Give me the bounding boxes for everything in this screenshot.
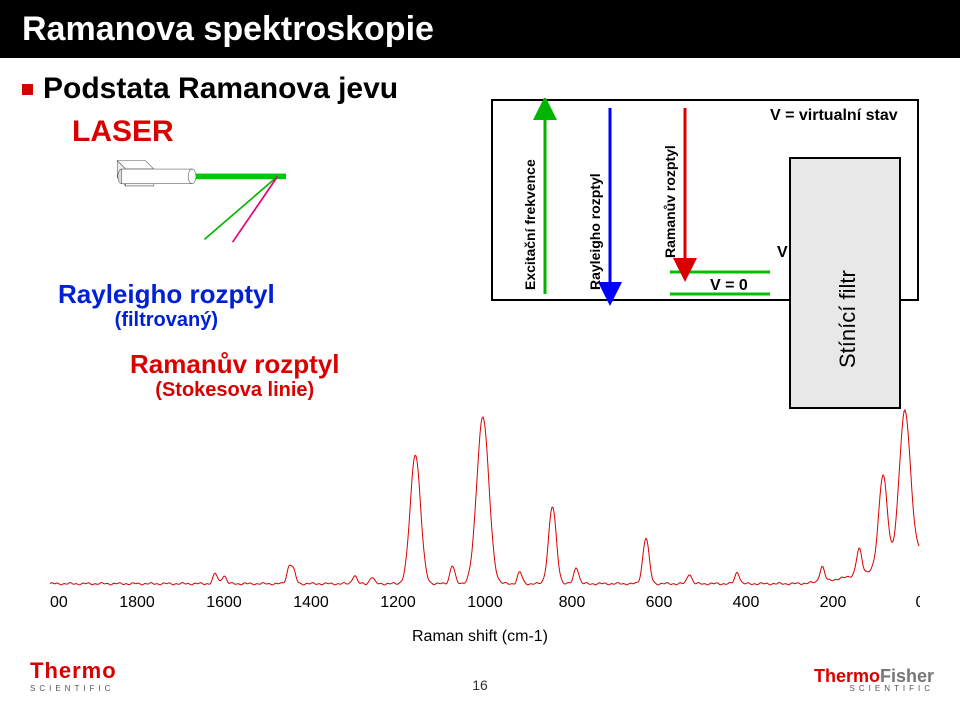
raman-scatter-main: Ramanův rozptyl bbox=[130, 349, 340, 379]
xtick-label: 1800 bbox=[119, 594, 155, 611]
xtick-label: 1600 bbox=[206, 594, 242, 611]
xtick-label: 400 bbox=[733, 594, 760, 611]
raman-spectrum-chart: 2000180016001400120010008006004002000 bbox=[50, 405, 920, 615]
raman-scatter-label: Ramanův rozptyl (Stokesova linie) bbox=[130, 350, 340, 401]
filter-label: Stínící filtr bbox=[835, 270, 860, 368]
virtual-state-label: V = virtualní stav bbox=[770, 107, 898, 124]
xtick-label: 0 bbox=[916, 594, 920, 611]
rayleigh-scatter-label: Rayleigho rozptyl (filtrovaný) bbox=[58, 280, 275, 331]
x-axis-label: Raman shift (cm-1) bbox=[0, 628, 960, 646]
rayleigh-scatter-sub: (filtrovaný) bbox=[58, 309, 275, 331]
bullet-line: Podstata Ramanova jevu bbox=[22, 72, 398, 106]
laser-assembly-diagram bbox=[46, 155, 346, 245]
slide-title: Ramanova spektroskopie bbox=[22, 10, 434, 49]
xtick-label: 1400 bbox=[293, 594, 329, 611]
bullet-square-icon bbox=[22, 84, 33, 95]
rayleigh-scatter-main: Rayleigho rozptyl bbox=[58, 279, 275, 309]
raman-scatter-sub: (Stokesova linie) bbox=[130, 379, 340, 401]
xtick-label: 200 bbox=[820, 594, 847, 611]
xtick-label: 600 bbox=[646, 594, 673, 611]
xtick-label: 2000 bbox=[50, 594, 68, 611]
raman-vertical-label: Ramanův rozptyl bbox=[662, 145, 678, 258]
energy-level-diagram: V = virtualní stav V = 1 V = 0 Excitační… bbox=[490, 98, 920, 418]
excitation-vertical-label: Excitační frekvence bbox=[522, 159, 538, 290]
v0-label: V = 0 bbox=[710, 277, 748, 294]
xtick-label: 1000 bbox=[467, 594, 503, 611]
laser-label: LASER bbox=[72, 115, 174, 149]
rayleigh-vertical-label: Rayleigho rozptyl bbox=[587, 173, 603, 290]
bullet-text: Podstata Ramanova jevu bbox=[43, 72, 398, 106]
laser-beam-icon bbox=[196, 174, 286, 180]
xtick-label: 800 bbox=[559, 594, 586, 611]
title-bar: Ramanova spektroskopie bbox=[0, 0, 960, 58]
page-number: 16 bbox=[0, 677, 960, 693]
xtick-label: 1200 bbox=[380, 594, 416, 611]
